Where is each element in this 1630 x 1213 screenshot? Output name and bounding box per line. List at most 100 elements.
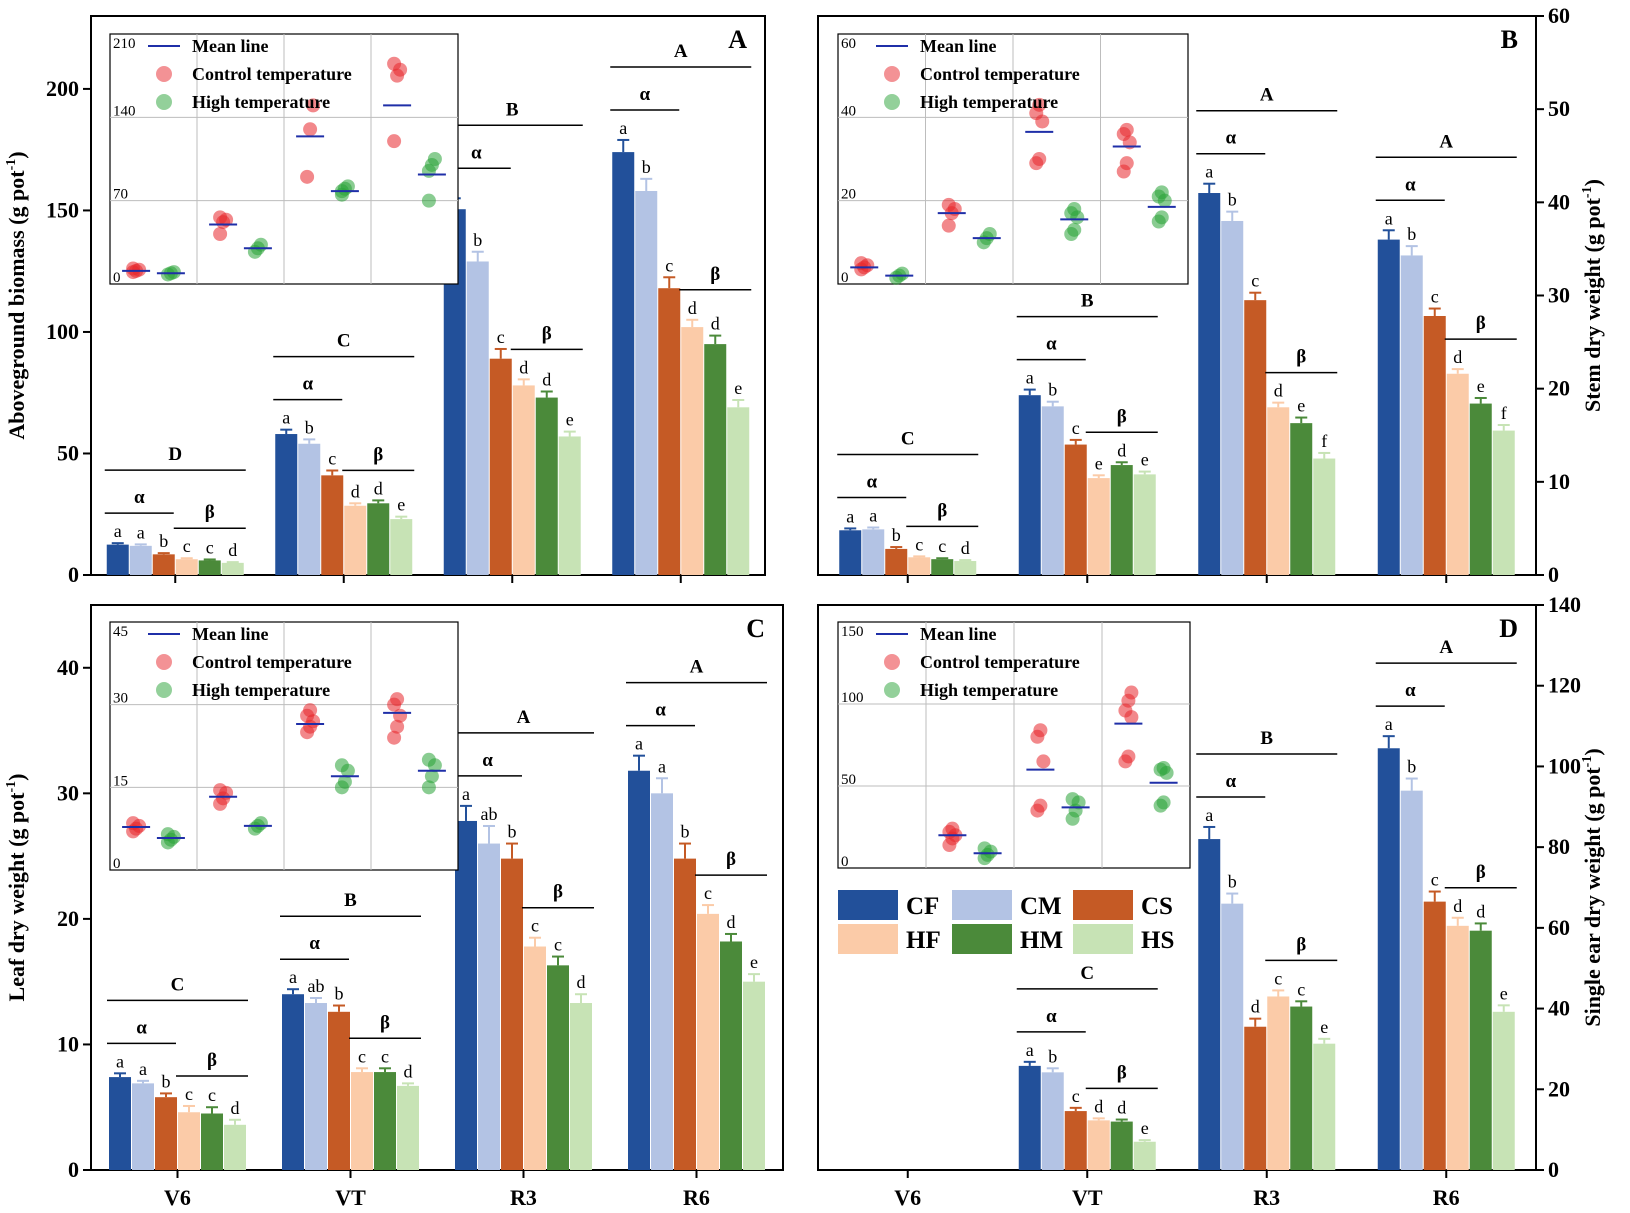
bar-hf	[1087, 478, 1110, 575]
significance-letter: d	[1117, 1098, 1126, 1118]
plot-frame	[817, 604, 1537, 1171]
bar-hm	[704, 344, 727, 575]
bar-hm	[367, 503, 390, 575]
y-tick-label: 80	[1548, 834, 1570, 859]
y-tick-label: 20	[1548, 376, 1570, 401]
y-axis-label-sup: -1	[1580, 186, 1595, 198]
significance-letter: c	[1251, 271, 1259, 291]
bar-hs	[1313, 458, 1336, 575]
bar-hf	[681, 327, 704, 575]
significance-letter: d	[351, 481, 360, 501]
control-temp-point	[1032, 152, 1047, 166]
control-temp-point	[387, 730, 402, 745]
y-tick-label: 20	[57, 906, 79, 931]
inset-tick-label: 45	[113, 624, 128, 640]
alpha-label: α	[1405, 174, 1416, 195]
panel-letter: B	[1501, 25, 1518, 54]
bar-cm	[635, 190, 658, 575]
y-axis-label: Leaf dry weight (g pot-1)	[4, 774, 29, 1002]
bar-cf	[1377, 748, 1400, 1170]
significance-letter: f	[1501, 403, 1507, 423]
bar-hm	[374, 1072, 396, 1170]
significance-letter: a	[462, 784, 470, 804]
inset-tick-label: 210	[113, 36, 136, 52]
y-axis-label: Aboveground biomass (g pot-1)	[4, 151, 29, 439]
bar-cf	[109, 1077, 131, 1170]
legend-high-label: High temperature	[192, 92, 330, 112]
legend-label-cs: CS	[1141, 893, 1173, 920]
bar-hm	[1290, 1006, 1313, 1170]
y-tick-label: 60	[1548, 915, 1570, 940]
significance-letter: a	[1026, 368, 1034, 388]
bar-hf	[344, 505, 367, 575]
significance-letter: e	[566, 410, 574, 430]
y-axis-label-close: )	[1580, 179, 1605, 186]
legend-mean-line-label: Mean line	[192, 36, 269, 56]
panel-d: 0 20 40 60 80 100 120 140 Single ear dry weight …	[817, 592, 1605, 1210]
control-temp-point	[213, 783, 228, 798]
significance-letter: c	[1431, 870, 1439, 890]
significance-letter: f	[1321, 431, 1327, 451]
significance-letter: c	[938, 536, 946, 556]
beta-label: β	[1117, 406, 1127, 427]
bar-cs	[1064, 1111, 1087, 1170]
bar-hf	[1446, 925, 1469, 1170]
bar-cm	[305, 1003, 327, 1170]
inset-plot: 0 15 30 45 Mean line Control temperature High …	[109, 621, 459, 872]
beta-label: β	[726, 849, 736, 870]
legend-mean-line-label: Mean line	[192, 624, 269, 644]
stage-letter: A	[1439, 637, 1453, 658]
bar-cm	[129, 545, 152, 575]
bar-hf	[524, 946, 546, 1170]
legend-control-label: Control temperature	[192, 652, 352, 672]
inset-tick-label: 0	[841, 270, 849, 286]
significance-letter: d	[711, 314, 720, 334]
legend-label-hm: HM	[1020, 927, 1063, 954]
significance-letter: e	[750, 952, 758, 972]
significance-letter: a	[282, 408, 290, 428]
high-temp-point	[895, 266, 910, 281]
significance-letter: b	[1407, 757, 1416, 777]
significance-letter: c	[206, 537, 214, 557]
significance-letter: d	[1453, 896, 1462, 916]
bar-cs	[489, 358, 512, 575]
stage-letter: B	[1260, 728, 1273, 749]
y-tick-label: 200	[46, 76, 79, 101]
high-temp-point	[421, 752, 436, 767]
beta-label: β	[710, 264, 720, 285]
stage-letter: C	[171, 974, 185, 995]
legend-swatch-hf	[838, 924, 898, 954]
bar-hf	[697, 913, 719, 1170]
high-temp-point	[1067, 202, 1082, 216]
significance-letter: c	[665, 255, 673, 275]
significance-letter: c	[208, 1085, 216, 1105]
significance-letter: b	[159, 531, 168, 551]
bar-hf	[175, 559, 198, 575]
significance-letter: c	[497, 327, 505, 347]
bar-cs	[328, 1011, 350, 1170]
significance-letter: c	[554, 935, 562, 955]
y-tick-label: 150	[46, 197, 79, 222]
legend-control-label: Control temperature	[192, 64, 352, 84]
legend-high-swatch	[884, 682, 900, 698]
legend-control-swatch	[884, 66, 900, 82]
control-temp-point	[213, 227, 228, 241]
bar-hf	[908, 557, 931, 575]
x-tick-label-r6: R6	[1433, 1185, 1460, 1210]
high-temp-point	[334, 187, 349, 202]
significance-letter: a	[1385, 714, 1393, 734]
bar-hf	[1446, 373, 1469, 575]
control-temp-point	[387, 56, 402, 71]
control-temp-point	[1032, 97, 1047, 112]
y-tick-label: 50	[1548, 96, 1570, 121]
bar-cs	[1423, 901, 1446, 1170]
stage-letter: B	[344, 890, 357, 911]
y-tick-label: 60	[1548, 3, 1570, 28]
bar-cf	[275, 434, 298, 575]
bar-hm	[1469, 403, 1492, 575]
significance-letter: a	[1205, 805, 1213, 825]
legend-control-swatch	[156, 66, 172, 82]
y-tick-label: 0	[68, 1157, 79, 1182]
legend-swatch-cm	[952, 890, 1012, 920]
